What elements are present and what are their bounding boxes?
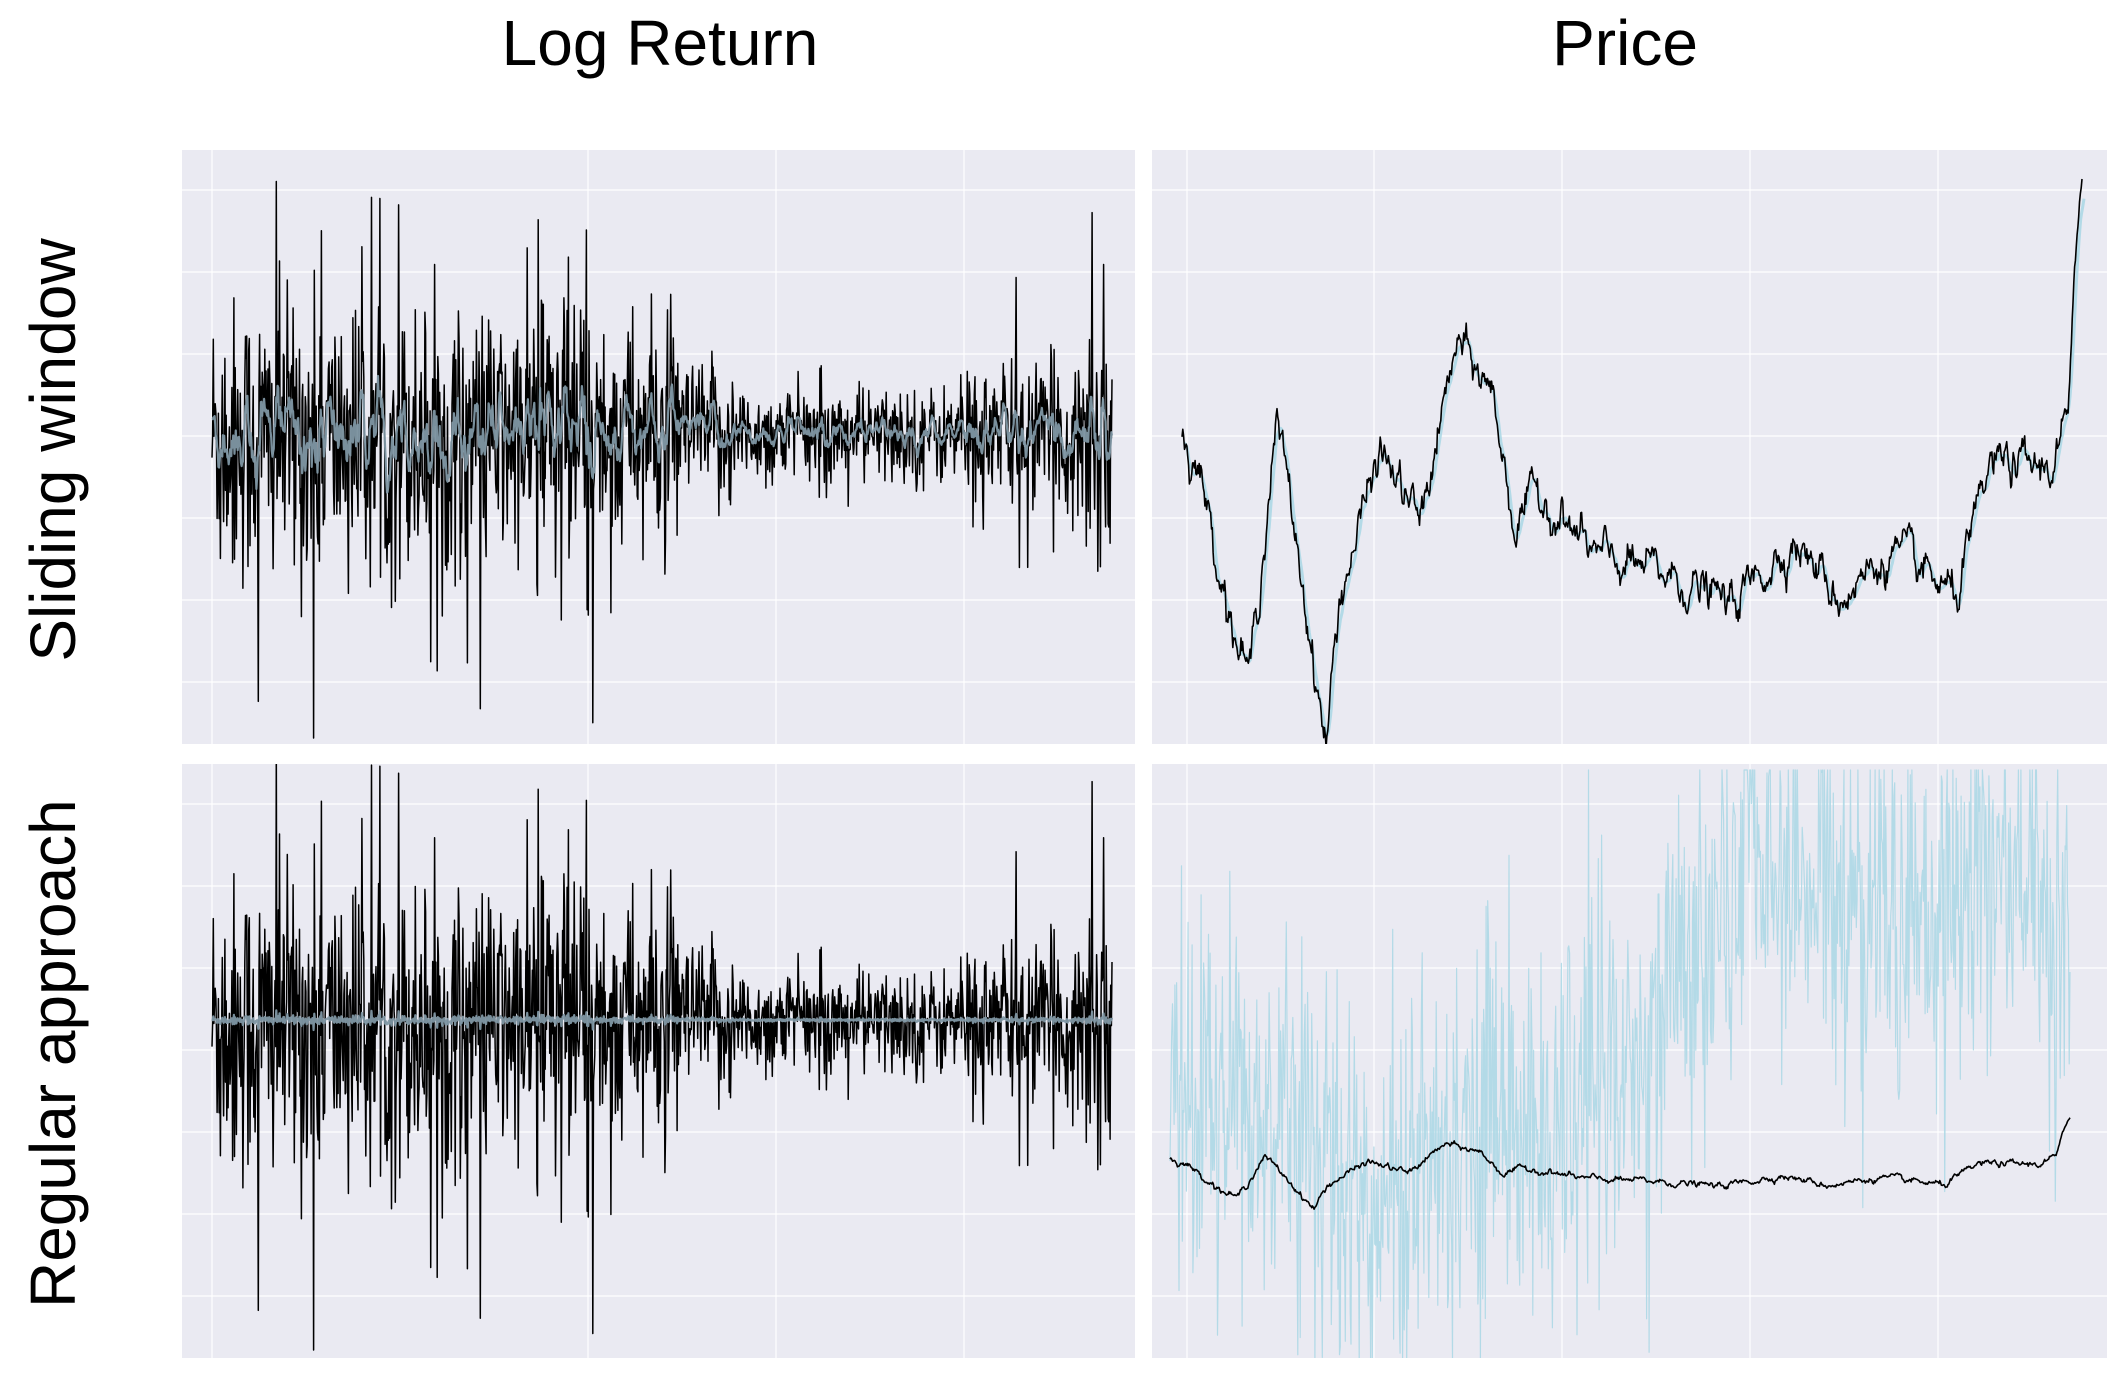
series-predicted bbox=[1169, 769, 2071, 1358]
panel-regular-price bbox=[1152, 764, 2107, 1358]
series-actual bbox=[1169, 1117, 2071, 1210]
chart-svg-regular-logreturn bbox=[182, 764, 1135, 1358]
panel-sliding-window-price bbox=[1152, 150, 2107, 744]
panel-regular-log-return bbox=[182, 764, 1135, 1358]
series-actual bbox=[1181, 178, 2083, 744]
chart-svg-sliding-price bbox=[1152, 150, 2107, 744]
col-title-log-return: Log Return bbox=[501, 7, 819, 79]
col-title-price: Price bbox=[1552, 7, 1698, 79]
series-predicted bbox=[1183, 198, 2086, 737]
series-actual bbox=[211, 764, 1113, 1351]
grid bbox=[1152, 150, 2107, 744]
series-actual bbox=[211, 180, 1113, 739]
row-title-sliding-window: Sliding window bbox=[17, 238, 89, 662]
row-title-regular-approach: Regular approach bbox=[17, 799, 89, 1308]
chart-svg-sliding-logreturn bbox=[182, 150, 1135, 744]
series-predicted bbox=[211, 1009, 1114, 1032]
panel-sliding-window-log-return bbox=[182, 150, 1135, 744]
series-predicted bbox=[211, 374, 1114, 494]
chart-svg-regular-price bbox=[1152, 764, 2107, 1358]
